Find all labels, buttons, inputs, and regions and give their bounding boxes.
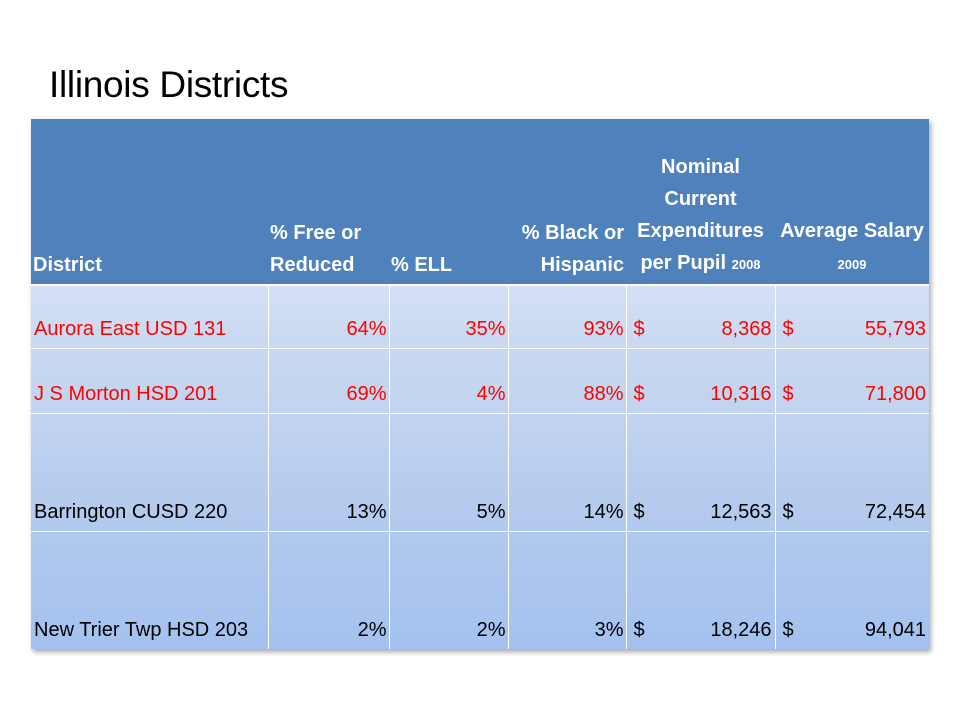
header-expenditures: Nominal Current Expenditures per Pupil 2… [626, 119, 775, 286]
header-expenditures-year: 2008 [731, 257, 761, 272]
cell-salary: $72,454 [774, 413, 929, 532]
cell-ell: 2% [388, 531, 508, 649]
currency-symbol: $ [633, 501, 645, 524]
cell-free-reduced: 2% [267, 531, 389, 649]
table-row: Barrington CUSD 220 13% 5% 14% $12,563 $… [31, 413, 929, 532]
currency-symbol: $ [633, 619, 645, 641]
cell-district: Aurora East USD 131 [34, 318, 227, 341]
cell-salary: $55,793 [774, 285, 929, 349]
expenditures-amount: 18,246 [710, 619, 772, 641]
header-salary-label: Average Salary [780, 220, 924, 242]
currency-symbol: $ [782, 501, 794, 524]
districts-table-container: District % Free or Reduced % ELL % Black… [31, 119, 929, 649]
expenditures-amount: 8,368 [721, 318, 772, 341]
cell-ell: 4% [388, 348, 508, 414]
currency-symbol: $ [633, 382, 645, 405]
cell-district: Barrington CUSD 220 [34, 501, 228, 524]
header-ell: % ELL [389, 119, 508, 286]
header-row: District % Free or Reduced % ELL % Black… [31, 119, 929, 286]
cell-black-hispanic: 93% [507, 285, 626, 349]
header-salary: Average Salary 2009 [775, 119, 929, 286]
salary-amount: 72,454 [864, 501, 926, 524]
cell-expenditures: $10,316 [625, 348, 775, 414]
cell-district: J S Morton HSD 201 [34, 382, 218, 405]
salary-amount: 94,041 [864, 619, 926, 641]
cell-free-reduced: 69% [267, 348, 389, 414]
salary-amount: 71,800 [864, 382, 926, 405]
cell-expenditures: $18,246 [625, 531, 775, 649]
header-black-hispanic: % Black or Hispanic [508, 119, 626, 286]
table-row: J S Morton HSD 201 69% 4% 88% $10,316 $7… [31, 348, 929, 414]
cell-black-hispanic: 3% [507, 531, 626, 649]
table-body: Aurora East USD 131 64% 35% 93% $8,368 $… [31, 285, 929, 649]
cell-expenditures: $8,368 [625, 285, 775, 349]
cell-district: New Trier Twp HSD 203 [34, 619, 249, 641]
currency-symbol: $ [782, 382, 794, 405]
districts-table: District % Free or Reduced % ELL % Black… [31, 119, 929, 649]
header-free-reduced: % Free or Reduced [268, 119, 389, 286]
expenditures-amount: 10,316 [710, 382, 772, 405]
cell-expenditures: $12,563 [625, 413, 775, 532]
cell-salary: $71,800 [774, 348, 929, 414]
cell-free-reduced: 64% [267, 285, 389, 349]
cell-free-reduced: 13% [267, 413, 389, 532]
expenditures-amount: 12,563 [710, 501, 772, 524]
table-row: New Trier Twp HSD 203 2% 2% 3% $18,246 $… [31, 531, 929, 649]
cell-black-hispanic: 14% [507, 413, 626, 532]
cell-salary: $94,041 [774, 531, 929, 649]
header-district: District [31, 119, 268, 286]
cell-ell: 5% [388, 413, 508, 532]
header-salary-year: 2009 [837, 257, 867, 272]
slide-title: Illinois Districts [49, 64, 289, 105]
header-expenditures-label: Nominal Current Expenditures per Pupil [637, 156, 764, 274]
table-header: District % Free or Reduced % ELL % Black… [31, 119, 929, 286]
cell-black-hispanic: 88% [507, 348, 626, 414]
salary-amount: 55,793 [864, 318, 926, 341]
currency-symbol: $ [782, 619, 794, 641]
table-row: Aurora East USD 131 64% 35% 93% $8,368 $… [31, 285, 929, 349]
cell-ell: 35% [388, 285, 508, 349]
currency-symbol: $ [782, 318, 794, 341]
currency-symbol: $ [633, 318, 645, 341]
